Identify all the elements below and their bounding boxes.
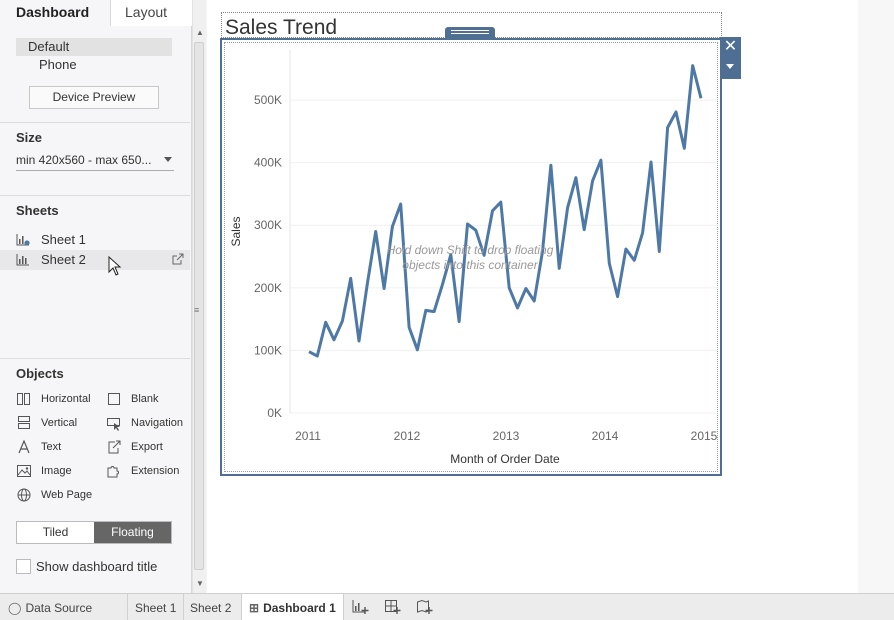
horizontal-container-icon [17, 393, 30, 405]
y-tick-label: 400K [254, 156, 282, 170]
x-tick-label: 2011 [295, 429, 321, 443]
dashboard-icon: ⊞ [249, 601, 260, 615]
object-label: Text [41, 441, 62, 453]
device-phone[interactable]: Phone [39, 57, 77, 72]
text-icon [18, 439, 30, 454]
device-preview-button[interactable]: Device Preview [29, 86, 159, 109]
y-tick-label: 200K [254, 281, 282, 295]
handle-line [451, 33, 489, 34]
database-icon: ◯ [8, 601, 22, 615]
drop-hint-line-2: objects into this container [402, 258, 538, 272]
x-tick-label: 2012 [394, 429, 421, 443]
web-page-icon [17, 488, 31, 502]
close-icon[interactable]: ✕ [723, 38, 738, 55]
floating-object-controls: ✕ [720, 37, 741, 79]
scrollbar-thumb[interactable] [194, 42, 204, 570]
tab-sheet-2[interactable]: Sheet 2 [184, 594, 242, 620]
x-axis: 2011 2012 2013 2014 2015 [295, 429, 718, 443]
tab-data-source[interactable]: ◯ Data Source [0, 594, 128, 620]
object-label: Navigation [131, 417, 183, 429]
object-label: Vertical [41, 417, 78, 429]
sheet-item-2[interactable]: Sheet 2 [0, 250, 190, 270]
layout-mode-toggle: Tiled Floating [16, 521, 172, 544]
x-tick-label: 2014 [592, 429, 619, 443]
bottom-tab-bar: ◯ Data Source Sheet 1 Sheet 2 ⊞ Dashboard … [0, 593, 894, 620]
scroll-up-arrow-icon[interactable]: ▲ [196, 28, 204, 37]
scroll-down-arrow-icon[interactable]: ▼ [196, 579, 204, 588]
extension-icon [107, 466, 119, 478]
divider [0, 195, 190, 196]
series-line-sales [308, 64, 703, 358]
worksheet-icon [16, 234, 30, 246]
new-dashboard-icon[interactable] [384, 599, 402, 615]
new-worksheet-icon[interactable] [352, 599, 370, 615]
device-default[interactable]: Default [16, 38, 172, 56]
object-label: Blank [131, 393, 159, 405]
drag-handle[interactable] [445, 27, 495, 40]
chart-drop-zone [224, 42, 718, 472]
object-label: Image [41, 465, 72, 477]
more-options-chevron-icon[interactable] [726, 64, 734, 69]
tab-dashboard[interactable]: Dashboard [0, 0, 110, 26]
sheet-title: Sales Trend [225, 16, 338, 39]
resize-grip-icon[interactable]: ≡ [194, 305, 200, 315]
objects-section-title: Objects [16, 366, 64, 381]
size-dropdown[interactable]: min 420x560 - max 650... [16, 153, 174, 171]
object-label: Export [131, 441, 163, 453]
y-tick-label: 0K [267, 406, 282, 420]
floating-button[interactable]: Floating [94, 522, 171, 543]
drop-hint-line-1: Hold down Shift to drop floating [387, 243, 554, 257]
new-story-icon[interactable] [416, 599, 434, 615]
chevron-down-icon [164, 157, 172, 162]
navigation-icon [107, 418, 120, 431]
sheet-item-1[interactable]: Sheet 1 [0, 230, 190, 250]
show-title-label: Show dashboard title [36, 559, 158, 574]
tab-label: Data Source [25, 601, 93, 615]
panel-tabs: Dashboard Layout ▲ [0, 0, 206, 26]
size-dropdown-value: min 420x560 - max 650... [16, 153, 152, 167]
divider [0, 122, 190, 123]
x-tick-label: 2013 [493, 429, 520, 443]
tab-dashboard-1[interactable]: ⊞ Dashboard 1 [242, 594, 344, 620]
export-icon [108, 440, 121, 454]
divider [0, 358, 190, 359]
tab-label: Dashboard 1 [263, 601, 336, 615]
canvas-margin [858, 0, 894, 593]
y-tick-label: 300K [254, 218, 282, 232]
x-tick-label: 2015 [691, 429, 718, 443]
tab-sheet-1[interactable]: Sheet 1 [128, 594, 184, 620]
worksheet-icon [16, 254, 29, 266]
tiled-button[interactable]: Tiled [17, 522, 94, 543]
sheet-item-label: Sheet 1 [41, 232, 86, 247]
y-axis: 0K 100K 200K 300K 400K 500K [254, 93, 282, 420]
open-external-icon[interactable] [172, 253, 184, 265]
show-title-checkbox[interactable] [16, 559, 31, 574]
y-tick-label: 500K [254, 93, 282, 107]
tab-layout-label: Layout [125, 4, 168, 20]
object-label: Web Page [41, 489, 93, 501]
size-section-title: Size [16, 130, 43, 145]
y-axis-title: Sales [229, 216, 243, 246]
vertical-container-icon [18, 416, 30, 429]
sheet-item-label: Sheet 2 [41, 252, 86, 267]
handle-line [451, 30, 489, 31]
object-label: Horizontal [41, 393, 91, 405]
x-axis-title: Month of Order Date [450, 452, 560, 466]
selected-sheet-container[interactable] [220, 38, 722, 476]
object-label: Extension [131, 465, 180, 477]
mouse-cursor-icon [108, 256, 122, 276]
image-icon [17, 465, 31, 477]
sheets-section-title: Sheets [16, 203, 59, 218]
y-tick-label: 100K [254, 343, 282, 357]
blank-icon [108, 393, 120, 405]
